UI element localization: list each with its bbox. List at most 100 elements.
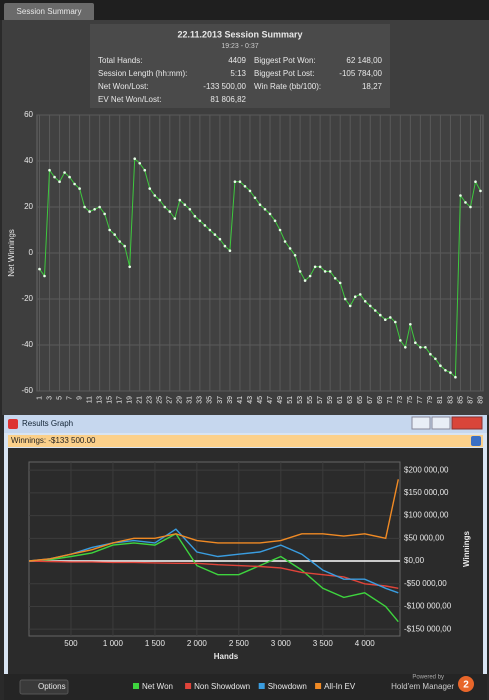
data-point <box>138 162 142 165</box>
x-tick-label: 51 <box>287 396 294 404</box>
x-tick-label: 87 <box>467 396 474 404</box>
x-tick-label: 2 000 <box>187 639 208 648</box>
legend-swatch <box>185 683 192 689</box>
summary-value: 81 806,82 <box>210 95 246 104</box>
data-point <box>53 175 56 179</box>
data-point <box>318 265 322 269</box>
data-point <box>178 198 182 202</box>
y-tick-label: 0 <box>29 248 34 257</box>
data-point <box>303 279 307 282</box>
powered-by: Powered by <box>412 675 444 681</box>
x-tick-label: 79 <box>427 396 434 404</box>
summary-label: Net Won/Lost: <box>98 82 149 91</box>
x-tick-label: 500 <box>64 639 78 648</box>
x-tick-label: 4 000 <box>355 639 376 648</box>
footer <box>4 674 487 700</box>
data-point <box>409 323 412 326</box>
summary-label: Biggest Pot Won: <box>254 56 316 65</box>
data-point <box>98 205 101 209</box>
data-point <box>203 224 207 227</box>
summary-subtitle: 19:23 - 0:37 <box>221 43 258 50</box>
data-point <box>429 352 432 356</box>
data-point <box>113 233 116 236</box>
data-point <box>283 240 287 243</box>
x-axis-label: Hands <box>214 652 239 661</box>
data-point <box>63 171 66 174</box>
data-point <box>434 357 437 361</box>
data-point <box>343 297 347 301</box>
data-point <box>353 295 357 299</box>
data-point <box>78 187 81 190</box>
legend-swatch <box>258 683 265 689</box>
y-tick-label: -40 <box>21 340 33 349</box>
options-button[interactable] <box>19 679 69 695</box>
data-point <box>298 270 302 273</box>
data-point <box>394 320 397 324</box>
maximize-button[interactable] <box>431 416 451 430</box>
data-point <box>238 180 242 183</box>
x-tick-label: 17 <box>117 396 124 404</box>
x-tick-label: 29 <box>177 396 184 404</box>
tab[interactable] <box>4 3 94 21</box>
x-tick-label: 39 <box>227 396 234 404</box>
data-point <box>263 208 267 211</box>
data-point <box>328 270 332 273</box>
data-line <box>28 528 399 594</box>
data-point <box>93 208 96 211</box>
y-tick-label: $150 000,00 <box>404 488 449 497</box>
x-tick-label: 61 <box>337 396 344 404</box>
summary-label: Biggest Pot Lost: <box>254 69 314 78</box>
legend-label: Showdown <box>268 682 307 691</box>
data-point <box>163 205 167 209</box>
data-point <box>293 254 297 257</box>
x-tick-label: 65 <box>357 396 364 404</box>
help-button[interactable] <box>471 436 481 446</box>
logo <box>458 676 474 692</box>
x-tick-label: 37 <box>217 396 224 404</box>
close-button[interactable] <box>451 416 483 430</box>
y-tick-label: -$100 000,00 <box>404 602 452 611</box>
winnings-label: Winnings: -$133 500.00 <box>11 436 96 445</box>
data-point <box>158 198 162 202</box>
x-tick-label: 77 <box>417 396 424 404</box>
data-point <box>399 339 402 342</box>
plot-area <box>28 461 401 637</box>
data-point <box>424 346 427 349</box>
data-point <box>223 244 227 248</box>
data-point <box>233 180 237 183</box>
x-tick-label: 1 000 <box>103 639 124 648</box>
data-point <box>373 309 377 312</box>
data-point <box>43 274 46 278</box>
brand: Hold'em Manager <box>391 682 454 691</box>
y-tick-label: $200 000,00 <box>404 465 449 474</box>
y-tick-label: 40 <box>24 156 33 165</box>
legend-swatch <box>133 683 139 689</box>
summary-title: 22.11.2013 Session Summary <box>177 29 302 39</box>
legend-label: All-In EV <box>324 682 356 691</box>
x-tick-label: 33 <box>197 396 204 404</box>
data-line <box>28 560 399 589</box>
data-point <box>368 304 372 308</box>
x-tick-label: 75 <box>407 396 414 404</box>
options-label[interactable]: Options <box>38 682 66 691</box>
summary-value: 4409 <box>228 56 246 65</box>
data-point <box>388 316 392 319</box>
x-tick-label: 1 <box>36 396 43 400</box>
minimize-button[interactable] <box>411 416 431 430</box>
x-tick-label: 35 <box>207 396 214 404</box>
y-tick-label: $0,00 <box>404 556 425 565</box>
data-point <box>213 233 217 236</box>
data-point <box>123 244 126 248</box>
data-point <box>383 318 387 322</box>
data-line <box>28 532 399 623</box>
summary-value: 62 148,00 <box>346 56 382 65</box>
x-tick-label: 73 <box>397 396 404 404</box>
x-tick-label: 53 <box>297 396 304 404</box>
window-icon <box>8 419 18 429</box>
data-point <box>479 189 482 193</box>
data-point <box>218 237 222 241</box>
data-point <box>228 249 232 252</box>
legend-label: Net Won <box>142 682 173 691</box>
data-point <box>253 196 257 200</box>
tab-label[interactable]: Session Summary <box>17 7 82 16</box>
